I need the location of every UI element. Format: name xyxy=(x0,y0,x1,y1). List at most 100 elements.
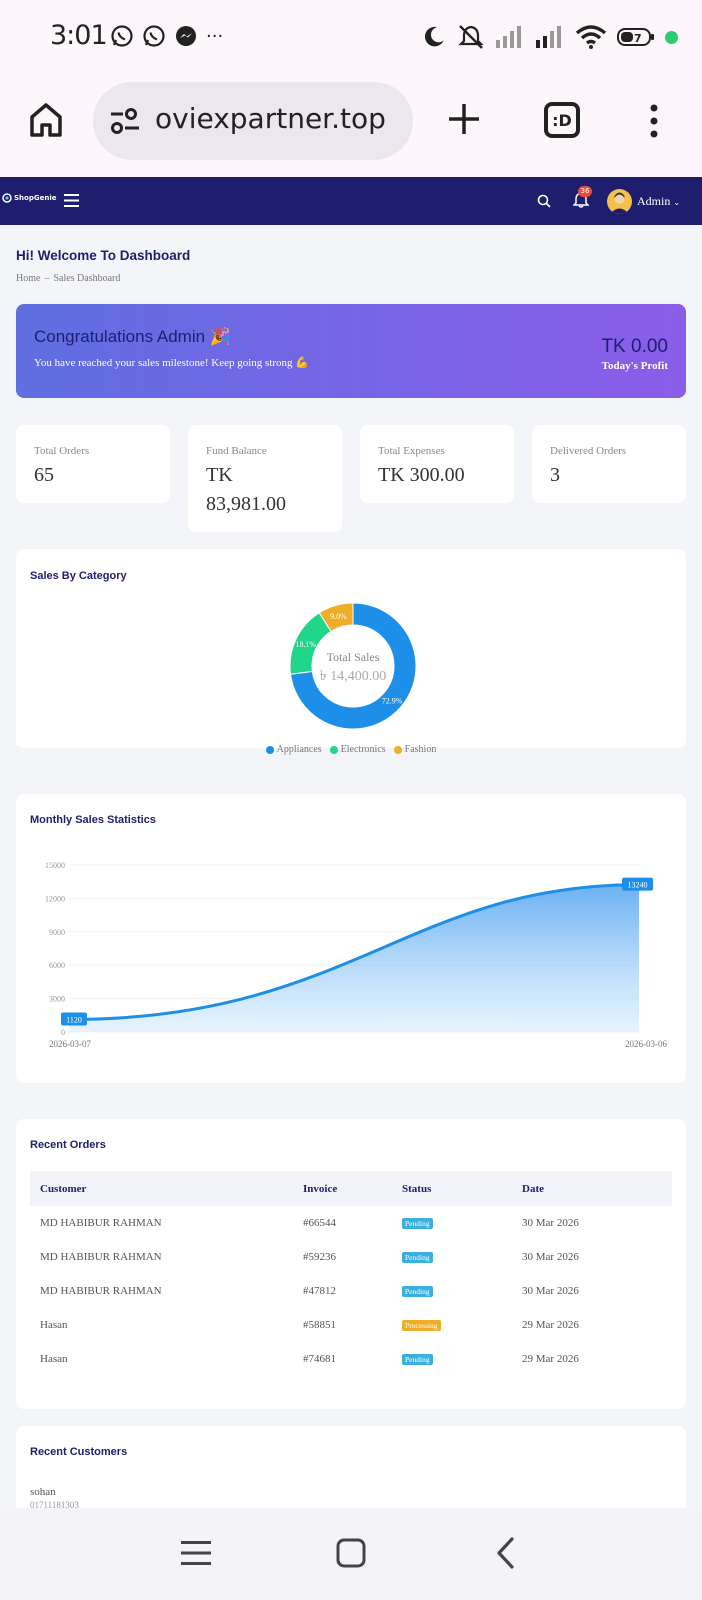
x-tick-label: 2026-03-07 xyxy=(49,1039,91,1049)
banner-title: Congratulations Admin 🎉 xyxy=(34,327,231,346)
table-row[interactable]: MD HABIBUR RAHMAN #47812 Pending 30 Mar … xyxy=(30,1274,672,1308)
svg-text:7: 7 xyxy=(634,32,642,45)
legend-label: Appliances xyxy=(276,744,322,755)
stat-value: 65 xyxy=(34,464,54,486)
cell-invoice[interactable]: #74681 xyxy=(303,1353,336,1365)
cell-date: 30 Mar 2026 xyxy=(522,1251,579,1263)
donut-slice-label: 18.1% xyxy=(296,640,317,649)
home-button-icon[interactable] xyxy=(336,1538,366,1568)
cell-customer: Hasan xyxy=(40,1353,68,1365)
y-tick-label: 15000 xyxy=(45,861,65,870)
congrats-banner: Congratulations Admin 🎉 You have reached… xyxy=(16,304,686,398)
donut-chart: 72.9% 18.1% 9.0% Total Sales ৳ 14,400.00 xyxy=(286,599,420,733)
table-row[interactable]: MD HABIBUR RAHMAN #66544 Pending 30 Mar … xyxy=(30,1206,672,1240)
legend-label: Electronics xyxy=(340,744,386,755)
area-fill xyxy=(69,884,639,1032)
stat-card-total-expenses: Total Expenses TK 300.00 xyxy=(360,425,514,503)
breadcrumb-current: Sales Dashboard xyxy=(53,273,121,284)
chart-legend: Appliances Electronics Fashion xyxy=(16,744,686,755)
app-header: ShopGenie xyxy=(0,177,702,225)
logo[interactable]: ShopGenie xyxy=(2,193,56,203)
legend-dot xyxy=(329,745,338,754)
address-bar[interactable]: oviexpartner.top xyxy=(93,82,413,160)
series-line[interactable] xyxy=(68,883,640,1022)
notification-badge: 36 xyxy=(578,186,592,197)
stat-value: 3 xyxy=(550,464,560,486)
donut-center-label: Total Sales xyxy=(327,650,380,664)
status-badge: Pending xyxy=(402,1218,433,1229)
moon-icon xyxy=(424,26,444,47)
stat-card-total-orders: Total Orders 65 xyxy=(16,425,170,503)
stat-card-fund-balance: Fund Balance TK 83,981.00 xyxy=(188,425,342,532)
more-menu-icon[interactable] xyxy=(648,103,660,139)
table-row[interactable]: Hasan #74681 Pending 29 Mar 2026 xyxy=(30,1342,672,1376)
data-label: 13240 xyxy=(628,881,648,890)
tab-switcher-button[interactable]: :D xyxy=(544,102,580,138)
cell-invoice[interactable]: #59236 xyxy=(303,1251,336,1263)
legend-item-appliances[interactable]: Appliances xyxy=(265,744,322,755)
legend-label: Fashion xyxy=(404,744,437,755)
more-notifications-icon: ··· xyxy=(206,25,224,47)
cell-date: 29 Mar 2026 xyxy=(522,1353,579,1365)
stat-label: Fund Balance xyxy=(206,445,267,457)
customer-name[interactable]: sohan xyxy=(30,1486,56,1498)
donut-slice-fashion[interactable] xyxy=(318,602,354,633)
column-header-customer: Customer xyxy=(40,1182,87,1195)
battery-icon: 7 xyxy=(617,28,654,46)
legend-dot xyxy=(265,745,274,754)
user-menu[interactable]: Admin ⌄ xyxy=(637,194,680,209)
system-icons: 7 xyxy=(421,24,678,50)
home-icon[interactable] xyxy=(28,101,64,139)
banner-subtitle: You have reached your sales milestone! K… xyxy=(34,357,309,369)
legend-item-fashion[interactable]: Fashion xyxy=(393,744,437,755)
messenger-icon xyxy=(176,26,196,46)
clock: 3:01 xyxy=(50,20,108,51)
donut-svg: 72.9% 18.1% 9.0% Total Sales ৳ 14,400.00 xyxy=(289,602,417,730)
donut-slice-label: 9.0% xyxy=(330,612,347,621)
table-row[interactable]: Hasan #58851 Processing 29 Mar 2026 xyxy=(30,1308,672,1342)
breadcrumb-home[interactable]: Home xyxy=(16,273,41,284)
logo-icon xyxy=(2,193,12,203)
status-badge: Pending xyxy=(402,1252,433,1263)
monthly-sales-panel: Monthly Sales Statistics 0 3000 6000 9000 12… xyxy=(16,794,686,1083)
data-label: 1120 xyxy=(66,1016,82,1025)
y-tick-label: 9000 xyxy=(49,928,65,937)
status-bar: 3:01 ··· 7 xyxy=(0,0,702,75)
panel-title: Recent Orders xyxy=(30,1139,106,1151)
cell-invoice[interactable]: #47812 xyxy=(303,1285,336,1297)
status-badge: Pending xyxy=(402,1354,433,1365)
cell-date: 30 Mar 2026 xyxy=(522,1217,579,1229)
legend-item-electronics[interactable]: Electronics xyxy=(329,744,386,755)
stat-value: TK 83,981.00 xyxy=(206,464,286,515)
cell-customer: MD HABIBUR RAHMAN xyxy=(40,1251,162,1263)
stat-card-delivered-orders: Delivered Orders 3 xyxy=(532,425,686,503)
browser-toolbar: oviexpartner.top :D xyxy=(0,75,702,177)
cell-customer: MD HABIBUR RAHMAN xyxy=(40,1285,162,1297)
donut-slice-appliances[interactable] xyxy=(289,602,417,730)
menu-toggle-icon[interactable] xyxy=(64,194,79,207)
sales-by-category-panel: Sales By Category 72.9% 18.1% 9.0% Total Sa… xyxy=(16,549,686,755)
y-tick-label: 12000 xyxy=(45,894,65,903)
donut-slice-label: 72.9% xyxy=(382,696,403,705)
stat-label: Total Expenses xyxy=(378,445,445,457)
chevron-down-icon: ⌄ xyxy=(673,198,681,207)
cell-invoice[interactable]: #58851 xyxy=(303,1319,336,1331)
search-icon[interactable] xyxy=(537,194,551,208)
panel-title: Sales By Category xyxy=(30,570,127,582)
stat-label: Total Orders xyxy=(34,445,90,457)
customer-phone: 01711181303 xyxy=(30,1500,79,1508)
donut-center-value: ৳ 14,400.00 xyxy=(320,669,386,684)
orders-table: Customer Invoice Status Date MD HABIBUR … xyxy=(30,1171,672,1376)
logo-text: ShopGenie xyxy=(14,194,57,202)
new-tab-icon[interactable] xyxy=(446,101,482,137)
site-settings-icon[interactable] xyxy=(109,107,141,135)
table-row[interactable]: MD HABIBUR RAHMAN #59236 Pending 30 Mar … xyxy=(30,1240,672,1274)
column-header-status: Status xyxy=(402,1182,432,1195)
cell-invoice[interactable]: #66544 xyxy=(303,1217,336,1229)
area-chart: 0 3000 6000 9000 12000 15000 1120 13240 2026-03-… xyxy=(45,861,667,1049)
back-icon[interactable] xyxy=(495,1537,515,1569)
recent-apps-icon[interactable] xyxy=(181,1540,211,1566)
cell-customer: Hasan xyxy=(40,1319,68,1331)
avatar[interactable] xyxy=(607,189,632,214)
breadcrumb: Home – Sales Dashboard xyxy=(16,273,120,284)
